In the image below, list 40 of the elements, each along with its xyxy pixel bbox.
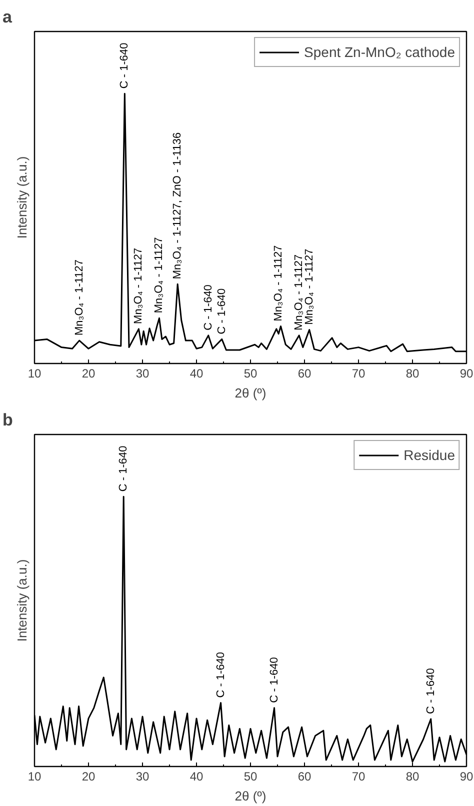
y-axis-title: Intensity (a.u.) — [14, 156, 30, 239]
annotation: C - 1-640 — [202, 284, 214, 330]
x-axis-title: 2θ (º) — [234, 788, 266, 804]
annotation: Mn₃O₄ - 1-1127 — [153, 237, 166, 314]
x-tick-label: 40 — [190, 770, 204, 784]
annotation: Mn₃O₄ - 1-1127 — [272, 245, 285, 322]
x-tick-label: 80 — [406, 770, 420, 784]
x-tick-label: 70 — [352, 366, 366, 380]
x-tick-label: 90 — [460, 366, 474, 380]
legend-label: Residue — [404, 447, 455, 463]
y-axis-title: Intensity (a.u.) — [14, 559, 30, 642]
annotation: C - 1-640 — [118, 42, 131, 89]
x-tick-label: 50 — [244, 366, 258, 380]
annotation: C - 1-640 — [214, 652, 227, 698]
x-tick-label: 40 — [190, 366, 204, 380]
x-tick-label: 80 — [406, 366, 420, 380]
x-axis-title: 2θ (º) — [234, 386, 266, 400]
x-tick-label: 30 — [136, 366, 150, 380]
x-tick-label: 30 — [136, 770, 150, 784]
x-tick-label: 50 — [244, 770, 258, 784]
x-tick-label: 60 — [298, 366, 312, 380]
annotation: Mn₃O₄ - 1-1127 — [303, 248, 316, 325]
x-tick-label: 60 — [298, 770, 312, 784]
chart-title: a — [2, 8, 12, 26]
legend-label: Spent Zn-MnO₂ cathode — [304, 44, 455, 60]
annotation: Mn₃O₄ - 1-1127, ZnO - 1-1136 — [172, 132, 184, 280]
x-tick-label: 10 — [28, 366, 42, 380]
annotation: C - 1-640 — [118, 446, 130, 492]
x-tick-label: 20 — [82, 366, 96, 380]
x-tick-label: 90 — [460, 770, 474, 784]
annotation: C - 1-640 — [424, 668, 437, 714]
annotation: Mn₃O₄ - 1-1127 — [73, 260, 86, 336]
x-tick-label: 20 — [82, 770, 96, 784]
chart-title: b — [2, 410, 13, 430]
x-tick-label: 10 — [28, 770, 42, 784]
annotation: Mn₃O₄ - 1-1127 — [132, 248, 145, 324]
annotation: C - 1-640 — [268, 657, 280, 703]
x-tick-label: 70 — [352, 770, 366, 784]
annotation: Mn₃O₄ - 1-1127 — [293, 254, 306, 330]
annotation: C - 1-640 — [216, 288, 228, 334]
